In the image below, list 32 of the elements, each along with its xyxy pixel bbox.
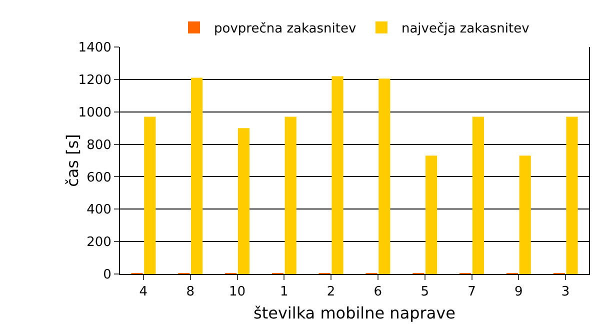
bar [144,116,156,274]
legend-label: povprečna zakasnitev [214,21,356,36]
x-tick-label: 9 [514,284,523,300]
legend-label: največja zakasnitev [401,21,530,36]
y-tick-label: 1200 [78,72,112,88]
y-axis-title: čas [s] [63,134,82,187]
y-tick-label: 0 [103,268,112,283]
x-tick-label: 8 [186,284,194,300]
bar [425,156,438,274]
bar [238,128,250,274]
y-tick-label: 200 [86,235,112,250]
bar [332,76,344,274]
x-tick-label: 6 [374,284,382,300]
y-tick-label: 1400 [78,40,112,56]
bar [566,116,578,274]
x-tick-label: 7 [468,284,476,300]
y-tick-label: 400 [86,202,112,218]
x-tick-label: 3 [561,284,570,300]
bar [378,78,390,274]
y-tick-label: 600 [86,170,112,186]
x-tick-label: 5 [420,284,429,300]
x-axis-title: številka mobilne naprave [254,303,456,322]
bar [284,116,296,274]
bar [190,78,203,274]
y-tick-label: 1000 [78,105,112,120]
bar [472,116,484,274]
bar [519,156,531,274]
x-tick-label: 2 [326,284,336,300]
x-tick-label: 1 [280,284,288,300]
x-tick-label: 10 [228,284,246,300]
x-tick-label: 4 [139,284,148,300]
y-tick-label: 800 [86,138,112,153]
